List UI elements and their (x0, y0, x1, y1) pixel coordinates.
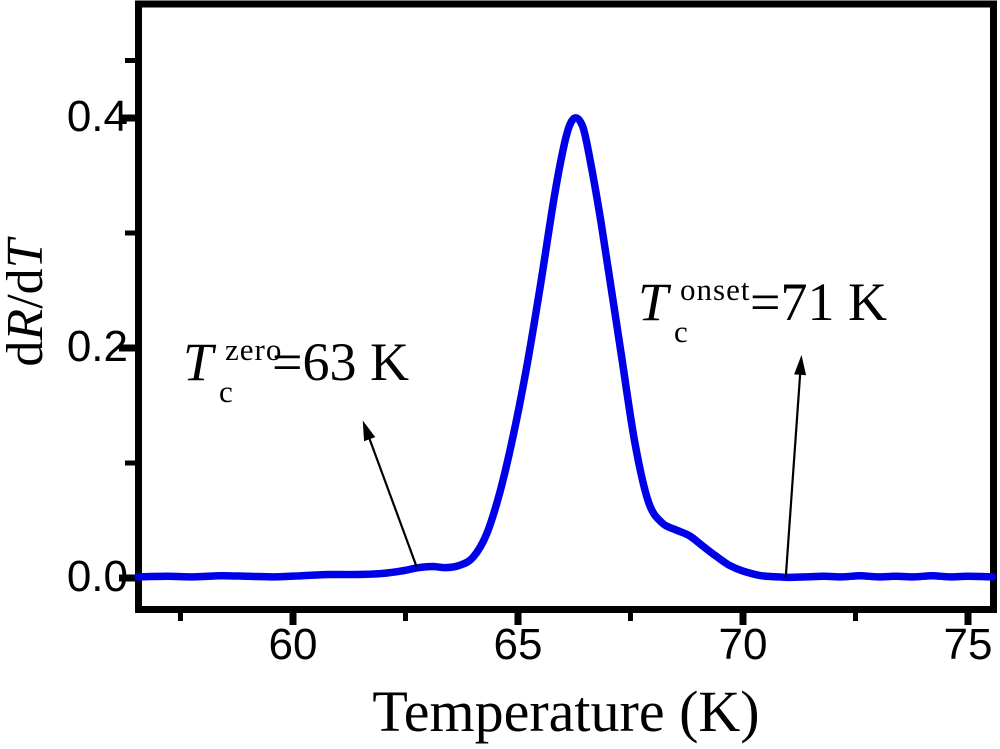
annotation-tc-zero-value: =63 K (272, 332, 409, 392)
annotation-tc-zero-superscript: zero (225, 332, 283, 367)
y-axis-title-part: T (0, 239, 54, 269)
annotation-tc-zero-base: T (183, 332, 214, 392)
y-tick-label-0.0: 0.0 (66, 552, 128, 601)
x-tick-label-75: 75 (943, 620, 993, 669)
annotation-tc-onset-subscript: c (674, 314, 688, 349)
annotation-arrow-line-onset (784, 366, 802, 578)
annotation-arrow-head-zero (362, 420, 376, 442)
x-axis-title: Temperature (K) (372, 679, 760, 744)
plot-frame (135, 0, 997, 613)
annotation-tc-zero-subscript: c (219, 374, 233, 409)
annotation-tc-onset: T onset c =71 K (638, 272, 908, 382)
y-axis-title-part: /d (0, 268, 54, 309)
annotation-arrow-line-zero (365, 431, 418, 568)
y-axis-title: dR/dT (0, 239, 54, 367)
y-axis-title-part: R (0, 308, 54, 341)
x-tick-label-60: 60 (268, 620, 318, 669)
annotation-tc-onset-base: T (638, 272, 669, 332)
x-tick-label-65: 65 (493, 620, 543, 669)
annotation-tc-onset-superscript: onset (680, 272, 751, 307)
y-tick-label-0.2: 0.2 (66, 322, 128, 371)
y-axis-title-part: d (0, 340, 54, 367)
y-tick-label-0.4: 0.4 (66, 92, 128, 141)
annotation-tc-onset-value: =71 K (750, 272, 887, 332)
annotation-arrow-head-onset (794, 354, 807, 376)
annotation-tc-zero: T zero c =63 K (183, 332, 453, 442)
x-tick-label-70: 70 (718, 620, 768, 669)
data-curve (134, 114, 997, 582)
